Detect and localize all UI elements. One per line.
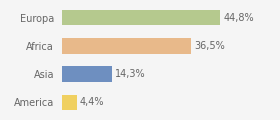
Bar	[62, 38, 191, 54]
Bar	[62, 95, 77, 110]
Text: 44,8%: 44,8%	[223, 13, 254, 23]
Text: 14,3%: 14,3%	[115, 69, 146, 79]
Text: 4,4%: 4,4%	[80, 97, 104, 107]
Text: 36,5%: 36,5%	[194, 41, 225, 51]
Bar	[62, 10, 220, 25]
Bar	[62, 66, 112, 82]
